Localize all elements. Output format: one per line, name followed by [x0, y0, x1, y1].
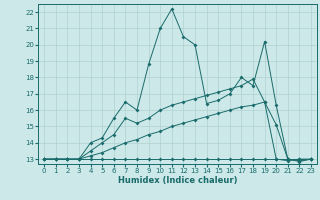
X-axis label: Humidex (Indice chaleur): Humidex (Indice chaleur) [118, 176, 237, 185]
